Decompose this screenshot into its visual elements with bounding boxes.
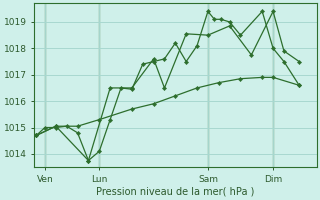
X-axis label: Pression niveau de la mer( hPa ): Pression niveau de la mer( hPa ) — [96, 187, 254, 197]
